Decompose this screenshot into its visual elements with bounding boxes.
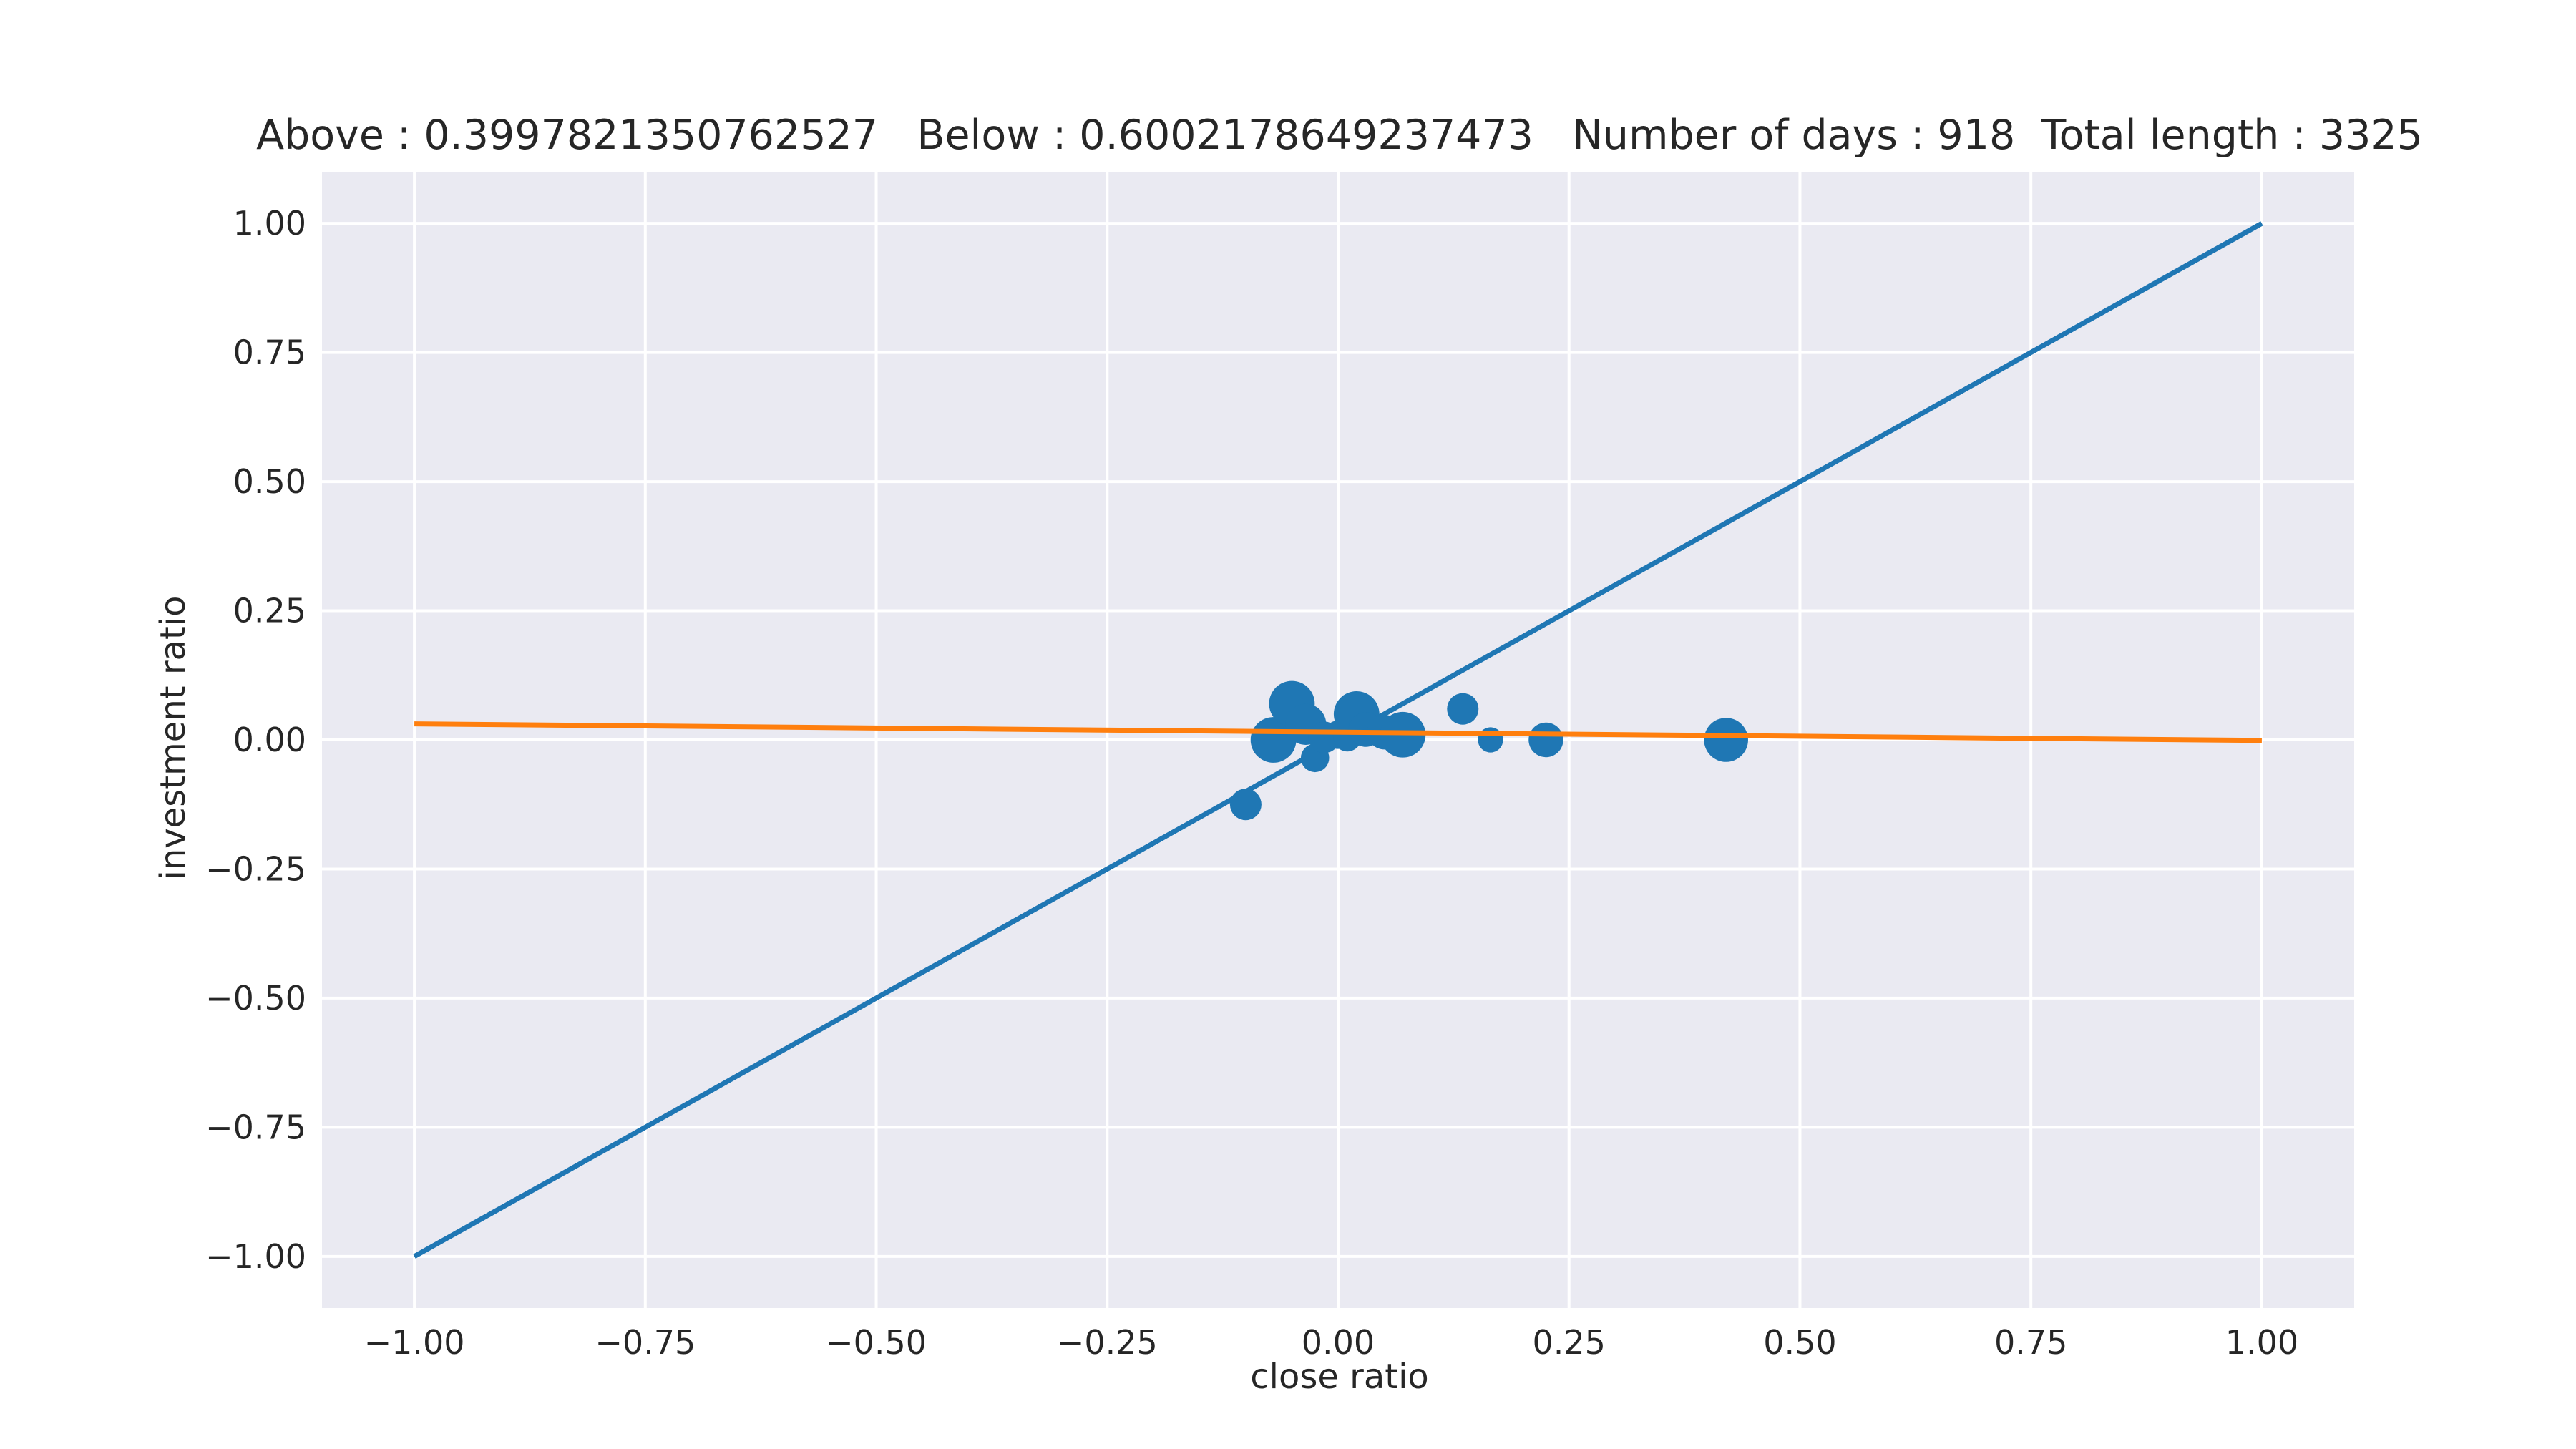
y-tick-label: 0.75 — [233, 333, 306, 372]
x-tick-label: 0.50 — [1763, 1323, 1836, 1362]
x-tick-label: 1.00 — [2225, 1323, 2298, 1362]
x-tick-label: 0.75 — [1994, 1323, 2067, 1362]
y-tick-label: −0.50 — [205, 979, 306, 1018]
y-axis-label: investment ratio — [153, 596, 193, 880]
fit-line — [414, 721, 2262, 743]
y-tick-labels: −1.00 −0.75 −0.50 −0.25 0.00 0.25 0.50 0.75 1.00 — [205, 204, 306, 1276]
x-tick-labels: −1.00 −0.75 −0.50 −0.25 0.00 0.25 0.50 0.75 1.00 — [364, 1323, 2299, 1362]
scatter-point — [1528, 722, 1563, 758]
x-tick-label: −1.00 — [364, 1323, 465, 1362]
scatter-point — [1704, 718, 1748, 762]
scatter-point — [1229, 789, 1262, 821]
x-tick-label: −0.50 — [826, 1323, 927, 1362]
y-tick-label: −0.75 — [205, 1108, 306, 1146]
y-tick-label: 0.00 — [233, 721, 306, 759]
y-tick-label: −0.25 — [205, 849, 306, 888]
chart-title: Above : 0.3997821350762527 Below : 0.600… — [256, 112, 2423, 159]
x-axis-label: close ratio — [1250, 1357, 1429, 1397]
y-tick-label: 0.50 — [233, 462, 306, 501]
x-tick-label: −0.75 — [595, 1323, 696, 1362]
scatter-point — [1447, 693, 1479, 725]
y-tick-label: −1.00 — [205, 1237, 306, 1276]
scatter-point — [1250, 717, 1297, 763]
x-tick-label: 0.00 — [1302, 1323, 1375, 1362]
x-tick-label: −0.25 — [1057, 1323, 1158, 1362]
x-tick-label: 0.25 — [1533, 1323, 1606, 1362]
y-tick-label: 0.25 — [233, 592, 306, 630]
y-tick-label: 1.00 — [233, 204, 306, 243]
